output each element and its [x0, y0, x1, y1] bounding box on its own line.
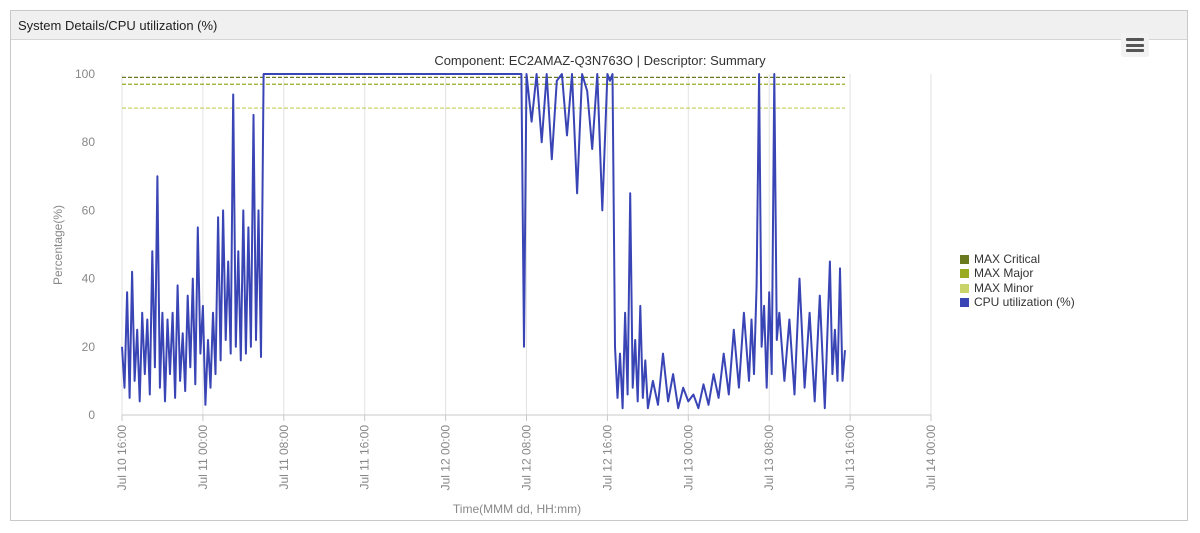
- legend-swatch: [960, 255, 969, 264]
- x-tick-label: Jul 11 08:00: [277, 425, 291, 490]
- legend-swatch: [960, 269, 969, 279]
- y-tick-label: 0: [88, 408, 95, 422]
- y-tick-label: 40: [82, 272, 96, 286]
- hamburger-menu-icon[interactable]: [1121, 33, 1149, 57]
- x-tick-label: Jul 11 00:00: [196, 425, 210, 490]
- x-tick-label: Jul 10 16:00: [115, 425, 129, 491]
- cpu-utilization-series-line: [121, 73, 846, 410]
- x-tick-label: Jul 14 00:00: [924, 425, 938, 491]
- legend-item-max-critical[interactable]: MAX Critical: [960, 252, 1075, 266]
- legend-label: MAX Major: [974, 266, 1034, 281]
- x-tick-label: Jul 12 08:00: [520, 425, 534, 491]
- y-tick-label: 20: [82, 340, 96, 354]
- x-axis-label: Time(MMM dd, HH:mm): [453, 502, 581, 516]
- y-tick-label: 100: [75, 67, 95, 81]
- chart-title: Component: EC2AMAZ-Q3N763O | Descriptor:…: [434, 53, 766, 68]
- y-axis-label: Percentage(%): [51, 205, 65, 285]
- x-tick-label: Jul 13 00:00: [681, 425, 695, 491]
- legend-item-cpu-utilization[interactable]: CPU utilization (%): [960, 295, 1075, 309]
- panel-title: System Details/CPU utilization (%): [11, 11, 1187, 40]
- chart-legend: MAX Critical MAX Major MAX Minor CPU uti…: [960, 252, 1075, 309]
- x-tick-label: Jul 13 16:00: [843, 425, 857, 491]
- y-tick-label: 60: [82, 203, 96, 217]
- x-tick-label: Jul 11 16:00: [358, 425, 372, 490]
- y-tick-label: 80: [82, 135, 96, 149]
- x-tick-label: Jul 12 00:00: [439, 425, 453, 491]
- legend-swatch: [960, 283, 969, 293]
- legend-item-max-major[interactable]: MAX Major: [960, 266, 1075, 280]
- legend-label: CPU utilization (%): [974, 294, 1075, 309]
- legend-swatch: [960, 297, 969, 307]
- x-tick-label: Jul 13 08:00: [762, 425, 776, 491]
- legend-item-max-minor[interactable]: MAX Minor: [960, 281, 1075, 295]
- legend-label: MAX Critical: [974, 252, 1041, 266]
- legend-label: MAX Minor: [974, 280, 1034, 295]
- x-tick-label: Jul 12 16:00: [600, 425, 614, 491]
